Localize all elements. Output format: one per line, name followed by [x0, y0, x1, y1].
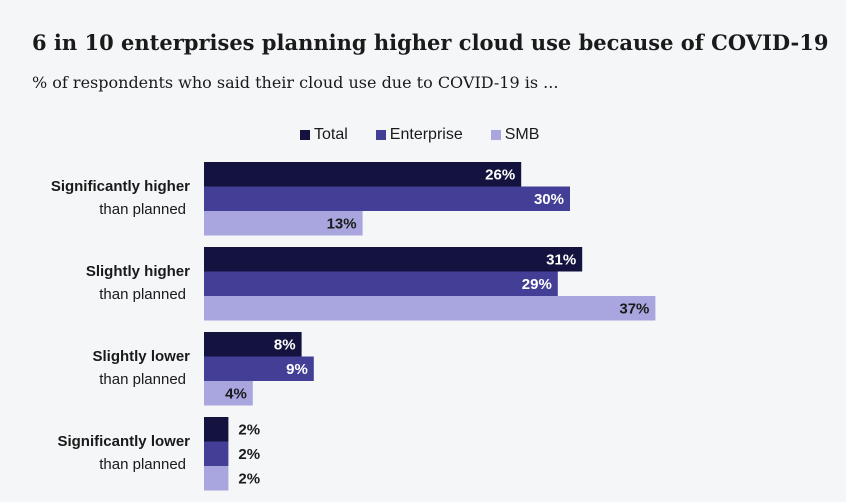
- category-label-line2: than planned: [99, 371, 186, 388]
- bar-enterprise-0: [204, 186, 570, 211]
- category-label-line2: than planned: [99, 201, 186, 218]
- category-label-line1: Slightly higher: [86, 263, 190, 280]
- data-label-smb-3: 2%: [238, 470, 260, 487]
- data-label-enterprise-2: 9%: [286, 361, 308, 378]
- data-label-enterprise-0: 30%: [534, 191, 564, 208]
- category-label-line1: Slightly lower: [92, 348, 190, 365]
- category-label-line1: Significantly higher: [51, 178, 190, 195]
- chart-title: 6 in 10 enterprises planning higher clou…: [32, 30, 829, 55]
- data-label-enterprise-3: 2%: [238, 446, 260, 463]
- data-label-total-2: 8%: [274, 336, 296, 353]
- category-label-2: Slightly lower than planned: [92, 348, 190, 388]
- bar-total-2: [204, 332, 302, 357]
- legend-swatch-total: [300, 130, 310, 140]
- legend-item-smb: SMB: [490, 126, 540, 144]
- bar-total-3: [204, 417, 229, 442]
- category-label-0: Significantly higher than planned: [51, 178, 190, 218]
- data-label-smb-0: 13%: [327, 215, 357, 232]
- legend-swatch-smb: [490, 130, 501, 140]
- data-label-total-0: 26%: [485, 166, 515, 183]
- legend: Total Enterprise SMB: [300, 126, 567, 144]
- bar-enterprise-3: [204, 441, 229, 466]
- category-label-3: Significantly lower than planned: [57, 433, 190, 473]
- bar-enterprise-2: [204, 356, 314, 381]
- bar-smb-2: [204, 381, 253, 406]
- category-label-line2: than planned: [99, 456, 186, 473]
- legend-item-enterprise: Enterprise: [375, 126, 463, 144]
- bar-total-1: [204, 247, 583, 272]
- data-label-smb-1: 37%: [619, 300, 649, 317]
- data-label-smb-2: 4%: [225, 385, 247, 402]
- bar-smb-0: [204, 211, 363, 236]
- bar-smb-1: [204, 296, 656, 321]
- category-label-line2: than planned: [99, 286, 186, 303]
- data-label-enterprise-1: 29%: [522, 276, 552, 293]
- legend-item-total: Total: [300, 126, 348, 144]
- bar-total-0: [204, 162, 522, 187]
- category-label-line1: Significantly lower: [57, 433, 190, 450]
- legend-label-smb: SMB: [504, 126, 540, 143]
- bar-smb-3: [204, 466, 229, 491]
- legend-label-enterprise: Enterprise: [389, 126, 463, 143]
- chart-subtitle: % of respondents who said their cloud us…: [32, 73, 559, 92]
- legend-swatch-enterprise: [375, 130, 386, 140]
- data-label-total-1: 31%: [546, 251, 576, 268]
- legend-label-total: Total: [314, 126, 348, 143]
- bar-enterprise-1: [204, 271, 558, 296]
- data-label-total-3: 2%: [238, 421, 260, 438]
- category-label-1: Slightly higher than planned: [86, 263, 190, 303]
